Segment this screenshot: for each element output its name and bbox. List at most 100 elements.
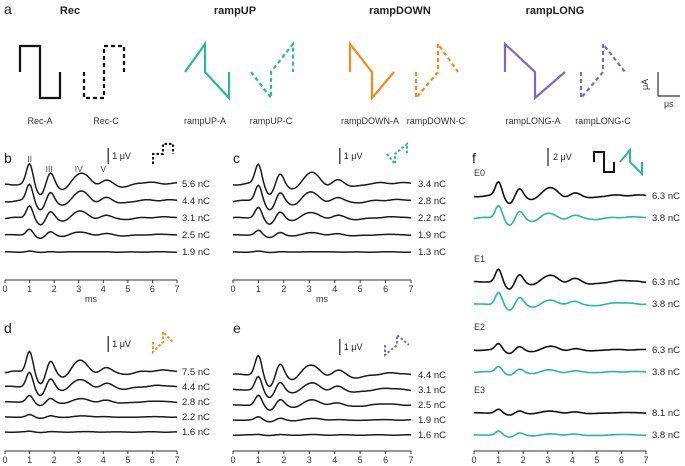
ecap-trace-5 xyxy=(5,430,178,434)
x-tick-label: 5 xyxy=(358,455,363,465)
x-tick-label: 5 xyxy=(594,455,599,465)
waveform-anodic-label: rampUP-A xyxy=(184,116,226,126)
waveform-title: rampLONG xyxy=(526,5,585,17)
charge-label: 3.8 nC xyxy=(652,367,680,378)
scale-bar-label: 1 μV xyxy=(112,339,131,349)
x-tick-label: 3 xyxy=(76,455,81,465)
waveform-anodic-label: rampDOWN-A xyxy=(341,116,399,126)
waveform-anodic xyxy=(503,41,566,101)
peak-label: II xyxy=(27,154,32,164)
ecap-trace-4 xyxy=(4,228,178,240)
waveform-cathodic xyxy=(579,40,626,102)
x-tick-label: 2 xyxy=(521,455,526,465)
electrode-label: E1 xyxy=(474,254,485,264)
scale-bar: 1 μV xyxy=(339,339,363,355)
waveform-group-rampDOWN: rampDOWN rampDOWN-A rampDOWN-C xyxy=(341,5,466,126)
panel-c: c 3.4 nC 2.8 nC 2.2 nC 1.9 nC 1.3 nC 0 1 2 3 4 5 6 7 m… xyxy=(230,141,446,304)
x-tick-label: 1 xyxy=(27,455,32,465)
ecap-trace-5 xyxy=(5,250,177,254)
ecap-trace-1 xyxy=(232,163,412,196)
x-tick-label: 3 xyxy=(307,284,312,294)
charge-label: 2.5 nC xyxy=(182,230,210,241)
charge-label: 4.4 nC xyxy=(418,370,446,381)
waveform-title: rampUP xyxy=(214,5,256,17)
electrode-E0: E0 6.3 nC 3.8 nC xyxy=(473,168,680,226)
scale-x-label: μs xyxy=(664,99,674,109)
ecap-trace xyxy=(474,291,647,311)
x-tick-label: 6 xyxy=(150,455,155,465)
electrode-label: E3 xyxy=(474,385,485,395)
ecap-trace-4 xyxy=(233,416,412,423)
x-tick-label: 0 xyxy=(230,455,235,465)
charge-label: 1.9 nC xyxy=(418,230,446,241)
waveform-group-rampLONG: rampLONG rampLONG-A rampLONG-C xyxy=(503,5,631,126)
x-tick-label: 5 xyxy=(125,284,130,294)
x-tick-label: 4 xyxy=(332,284,337,294)
scale-bar-label: 1 μV xyxy=(344,151,363,161)
charge-label: 1.9 nC xyxy=(418,415,446,426)
ecap-trace xyxy=(474,342,647,355)
ecap-trace-4 xyxy=(232,229,412,239)
x-tick-label: 0 xyxy=(471,455,476,465)
waveform-group-rampUP: rampUP rampUP-A rampUP-C xyxy=(184,5,295,126)
scale-bar: 1 μV xyxy=(107,148,131,164)
charge-label: 3.1 nC xyxy=(182,213,210,224)
ecap-trace xyxy=(473,268,647,290)
x-tick-label: 6 xyxy=(619,455,624,465)
charge-label: 3.1 nC xyxy=(418,385,446,396)
x-tick-label: 0 xyxy=(2,455,7,465)
peak-label: IV xyxy=(75,164,83,174)
electrode-label: E2 xyxy=(474,322,485,332)
ecap-trace-3 xyxy=(233,394,412,411)
x-tick-label: 6 xyxy=(150,284,155,294)
electrode-E3: E3 8.1 nC 3.8 nC xyxy=(473,385,680,441)
ecap-trace-1 xyxy=(4,162,177,196)
ecap-trace-2 xyxy=(4,183,178,211)
scale-bar: 1 μV xyxy=(339,148,363,164)
peak-label: III xyxy=(46,164,53,174)
ecap-trace-3 xyxy=(232,206,412,225)
x-tick-label: 4 xyxy=(101,455,106,465)
current-time-scale-bar: μA μs xyxy=(640,72,680,109)
charge-label: 2.5 nC xyxy=(418,400,446,411)
charge-label: 5.6 nC xyxy=(182,179,210,190)
panel-label: e xyxy=(233,320,241,336)
x-tick-label: 6 xyxy=(383,455,388,465)
charge-label: 4.4 nC xyxy=(182,382,210,393)
stimulus-icon xyxy=(152,329,174,355)
charge-label: 3.8 nC xyxy=(652,430,680,441)
waveform-cathodic-label: rampDOWN-C xyxy=(407,116,466,126)
stimulus-icon-rampup xyxy=(619,147,643,177)
scale-bar: 2 μV xyxy=(547,148,572,166)
x-tick-label: 7 xyxy=(643,455,648,465)
stimulus-icon xyxy=(386,141,408,167)
waveform-cathodic xyxy=(82,44,126,100)
ecap-trace xyxy=(473,180,647,205)
charge-label: 6.3 nC xyxy=(652,345,680,356)
charge-label: 1.3 nC xyxy=(418,247,446,258)
waveform-anodic xyxy=(18,44,62,100)
charge-label: 3.8 nC xyxy=(652,213,680,224)
scale-bar-label: 2 μV xyxy=(553,152,572,162)
waveform-anodic xyxy=(348,40,395,102)
ecap-trace-2 xyxy=(232,375,412,399)
ecap-trace-3 xyxy=(4,204,177,226)
electrode-label: E0 xyxy=(474,168,485,178)
ecap-trace-1 xyxy=(232,354,412,388)
x-tick-label: 7 xyxy=(174,284,179,294)
ecap-trace xyxy=(474,408,647,416)
charge-label: 4.4 nC xyxy=(182,196,210,207)
waveform-cathodic xyxy=(414,40,459,102)
x-tick-label: 7 xyxy=(408,455,413,465)
x-tick-label: 4 xyxy=(332,455,337,465)
x-axis-label: ms xyxy=(85,294,97,304)
ecap-trace-2 xyxy=(4,371,178,397)
scale-bar-label: 1 μV xyxy=(344,342,363,352)
waveform-anodic xyxy=(184,40,231,101)
stimulus-icon xyxy=(384,332,410,358)
